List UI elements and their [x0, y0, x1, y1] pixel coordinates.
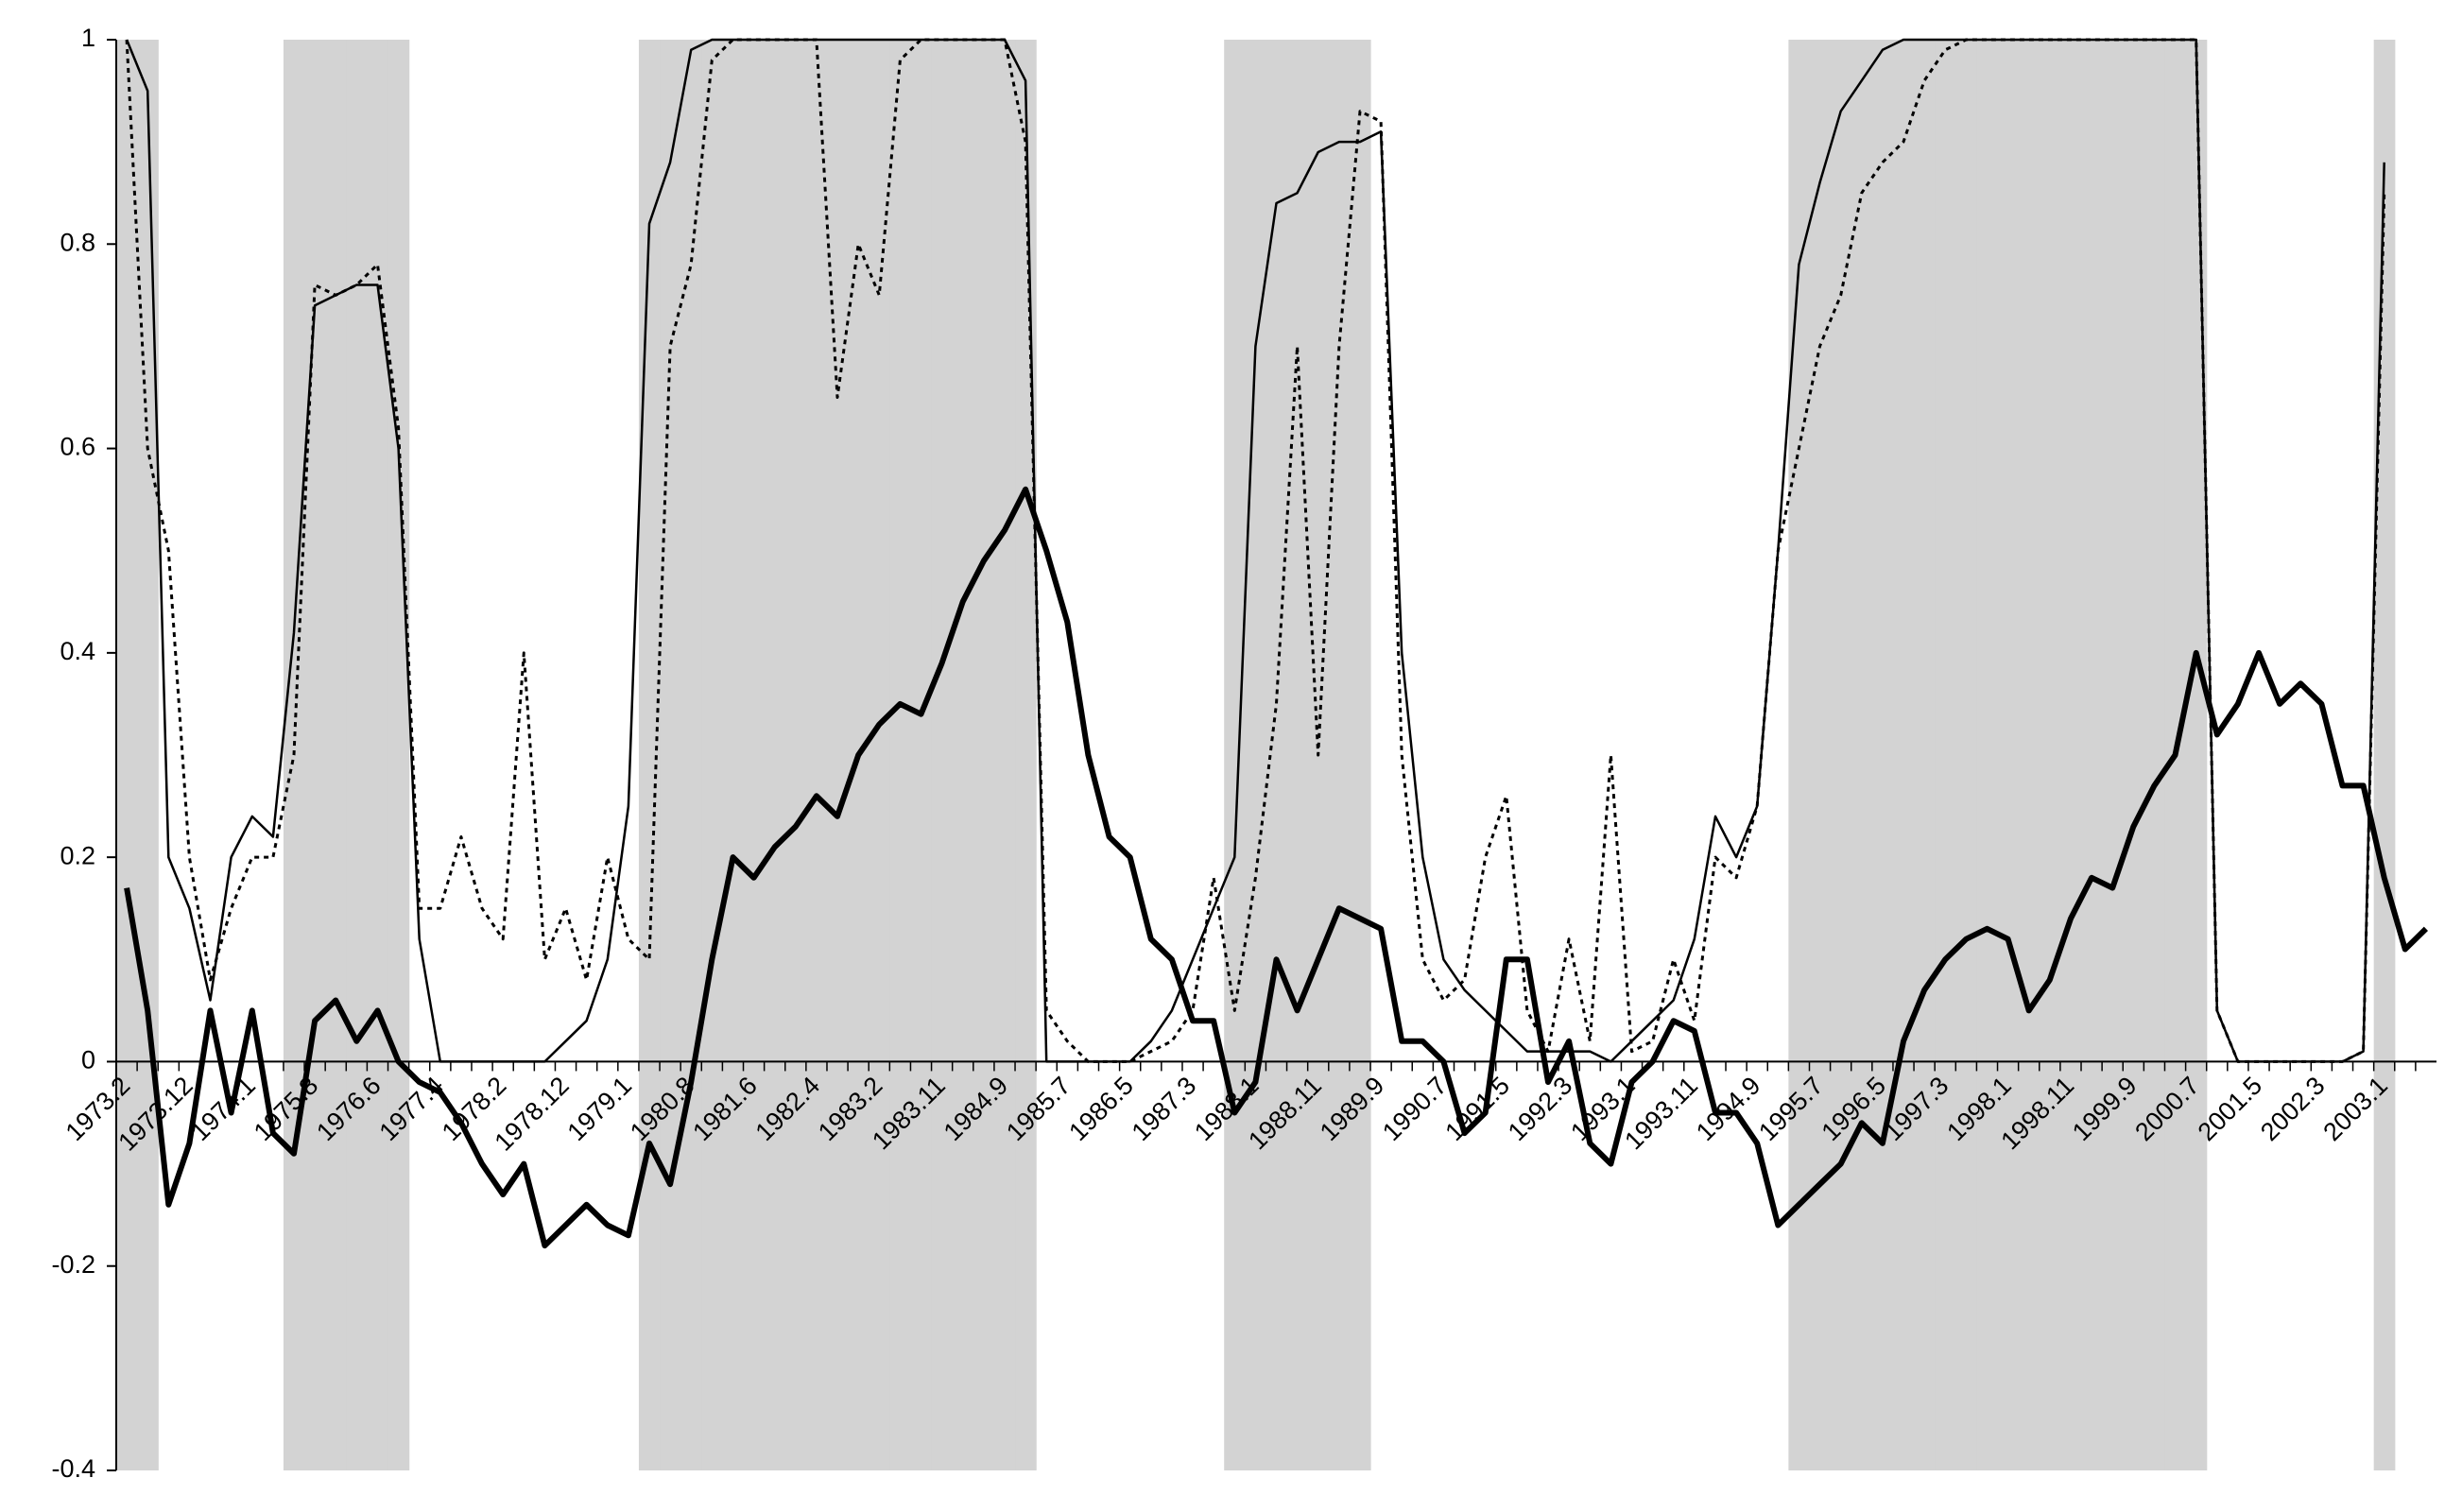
shade-band [805, 40, 828, 1470]
shade-band [1955, 40, 1978, 1470]
y-tick-label: 0.6 [60, 433, 95, 461]
x-tick-label: 2002.3 [2255, 1071, 2331, 1146]
shade-band [680, 40, 702, 1470]
shade-band [743, 40, 766, 1470]
shade-band [1265, 40, 1288, 1470]
y-tick-label: -0.4 [51, 1454, 95, 1483]
shade-band [1809, 40, 1832, 1470]
shade-band [1328, 40, 1351, 1470]
shade-band [931, 40, 954, 1470]
y-tick-label: 0 [81, 1046, 95, 1074]
shade-band [116, 40, 138, 1470]
shade-band [826, 40, 849, 1470]
shade-band [137, 40, 159, 1470]
shade-band [1935, 40, 1956, 1470]
shade-band [722, 40, 745, 1470]
shade-band [2143, 40, 2166, 1470]
shade-band [660, 40, 681, 1470]
shade-band [2018, 40, 2040, 1470]
y-tick-label: 0.2 [60, 841, 95, 869]
y-tick-label: 0.8 [60, 228, 95, 256]
series-line [124, 486, 2429, 1249]
shade-band [1871, 40, 1894, 1470]
x-tick-label: 1992.3 [1503, 1071, 1578, 1146]
shade-band [784, 40, 807, 1470]
shade-band [869, 40, 890, 1470]
shade-band [2102, 40, 2124, 1470]
shade-band [2185, 40, 2208, 1470]
y-tick-label: 1 [81, 24, 95, 52]
shade-band [2039, 40, 2061, 1470]
x-tick-label: 1986.5 [1063, 1071, 1139, 1146]
x-tick-label: 1979.1 [562, 1071, 638, 1146]
series-line [125, 38, 2385, 1063]
shade-band [1286, 40, 1309, 1470]
shade-band [1851, 40, 1873, 1470]
shade-band [952, 40, 974, 1470]
shade-band [889, 40, 912, 1470]
shade-band [367, 40, 389, 1470]
shade-band [701, 40, 723, 1470]
x-tick-label: 1987.3 [1127, 1071, 1202, 1146]
shade-band [346, 40, 369, 1470]
shade-band [1349, 40, 1371, 1470]
shade-band [2059, 40, 2082, 1470]
shade-band [1830, 40, 1852, 1470]
shade-band [1914, 40, 1936, 1470]
shade-band [1997, 40, 2020, 1470]
shade-band [1224, 40, 1246, 1470]
series-line [125, 38, 2386, 1063]
y-tick-label: -0.2 [51, 1250, 95, 1279]
shade-band [1976, 40, 1999, 1470]
x-tick-label: 1990.7 [1377, 1071, 1453, 1146]
shade-band [910, 40, 933, 1470]
shade-band [764, 40, 786, 1470]
shade-band [1788, 40, 1811, 1470]
shade-band [993, 40, 1016, 1470]
shade-band [304, 40, 326, 1470]
shade-band [1245, 40, 1267, 1470]
shade-band [1892, 40, 1915, 1470]
y-tick-label: 0.4 [60, 637, 95, 665]
shade-band [1015, 40, 1037, 1470]
shade-band [325, 40, 347, 1470]
shade-band [638, 40, 661, 1470]
shade-band [2123, 40, 2144, 1470]
shade-band [2081, 40, 2103, 1470]
shade-band [2373, 40, 2396, 1470]
shade-band [387, 40, 410, 1470]
shade-band [973, 40, 995, 1470]
